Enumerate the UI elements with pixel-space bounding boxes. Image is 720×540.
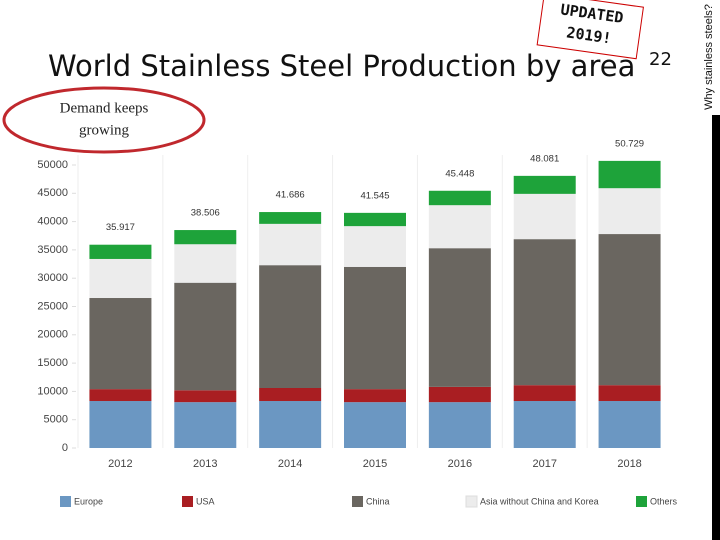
bar-segment <box>89 389 152 402</box>
total-label: 50.729 <box>615 138 644 149</box>
bar-segment <box>428 248 491 387</box>
callout-line: Demand keeps <box>60 100 149 116</box>
bar-segment <box>259 223 322 266</box>
legend-label: Asia without China and Korea <box>480 496 599 506</box>
y-tick-label: 15000 <box>37 357 68 369</box>
y-tick-label: 5000 <box>44 414 68 426</box>
bar-segment <box>428 402 491 448</box>
legend-swatch <box>60 496 71 507</box>
y-tick-label: 30000 <box>37 272 68 284</box>
bar-segment <box>513 239 576 386</box>
bar-segment <box>259 401 322 448</box>
bar-segment <box>89 244 152 259</box>
side-strip <box>712 115 720 540</box>
bar-segment <box>174 230 237 245</box>
bar-segment <box>344 212 406 227</box>
bar-segment <box>428 205 491 249</box>
page-number: 22 <box>649 49 672 70</box>
bar-segment <box>513 175 576 194</box>
x-tick-label: 2014 <box>278 458 302 470</box>
legend-label: USA <box>196 496 215 506</box>
bar-segment <box>513 401 576 448</box>
x-tick-label: 2017 <box>532 458 556 470</box>
badge-frame <box>536 0 644 60</box>
bar-segment <box>259 212 322 224</box>
bar-segment <box>174 402 237 448</box>
legend-swatch <box>352 496 363 507</box>
legend-swatch <box>182 496 193 507</box>
x-tick-label: 2018 <box>617 458 641 470</box>
x-tick-label: 2015 <box>363 458 387 470</box>
bar-segment <box>89 298 152 390</box>
bar-segment <box>598 401 661 448</box>
total-label: 41.545 <box>360 190 389 201</box>
bar-segment <box>259 265 322 389</box>
callout-line: growing <box>79 122 129 138</box>
total-label: 41.686 <box>276 190 305 201</box>
y-tick-label: 25000 <box>37 300 68 312</box>
bar-segment <box>598 234 661 386</box>
bar-segment <box>89 401 152 448</box>
bar-segment <box>89 258 152 299</box>
y-tick-label: 35000 <box>37 244 68 256</box>
y-tick-label: 20000 <box>37 329 68 341</box>
legend-label: China <box>366 496 390 506</box>
bar-segment <box>513 385 576 402</box>
bar-segment <box>174 390 237 403</box>
total-label: 35.917 <box>106 222 135 233</box>
y-tick-label: 45000 <box>37 187 68 199</box>
legend-swatch <box>465 495 478 508</box>
side-tab-label: Why stainless steels? <box>703 4 715 110</box>
bar-segment <box>174 282 237 391</box>
x-tick-label: 2012 <box>108 458 132 470</box>
bar-segment <box>344 226 406 267</box>
total-label: 45.448 <box>445 168 474 179</box>
bar-segment <box>598 160 661 189</box>
legend-label: Others <box>650 496 678 506</box>
y-tick-label: 40000 <box>37 216 68 228</box>
total-label: 48.081 <box>530 153 559 164</box>
bar-segment <box>513 193 576 240</box>
bar-segment <box>598 385 661 402</box>
callout-ellipse <box>2 86 206 154</box>
y-tick-label: 10000 <box>37 385 68 397</box>
bar-segment <box>344 389 406 403</box>
total-label: 38.506 <box>191 208 220 219</box>
bar-segment <box>428 386 491 403</box>
y-tick-label: 0 <box>62 442 68 454</box>
bar-segment <box>428 190 491 206</box>
x-tick-label: 2016 <box>448 458 472 470</box>
bar-segment <box>344 266 406 390</box>
legend-label: Europe <box>74 496 103 506</box>
bar-segment <box>174 244 237 283</box>
bar-segment <box>344 402 406 448</box>
bar-segment <box>259 388 322 402</box>
legend-swatch <box>636 496 647 507</box>
y-tick-label: 50000 <box>37 159 68 171</box>
bar-segment <box>598 188 661 235</box>
x-tick-label: 2013 <box>193 458 217 470</box>
slide-title: World Stainless Steel Production by area <box>48 49 635 83</box>
chart: 0 5000 10000 15000 20000 25000 30000 35000 40000… <box>37 138 678 508</box>
